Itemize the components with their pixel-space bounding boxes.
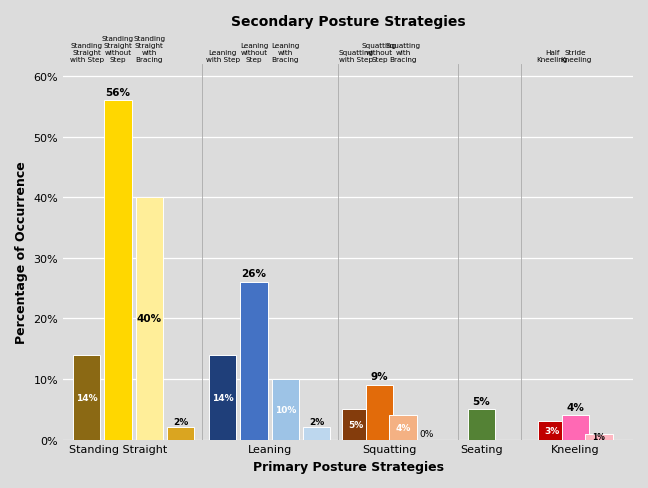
Bar [104,101,132,440]
Text: 10%: 10% [275,405,296,414]
Text: 1%: 1% [592,432,605,441]
Bar [240,283,268,440]
Text: 26%: 26% [242,269,266,279]
Text: 5%: 5% [472,396,491,406]
Text: 9%: 9% [371,372,388,382]
Bar [389,415,417,440]
Y-axis label: Percentage of Occurrence: Percentage of Occurrence [15,161,28,344]
Bar [136,198,163,440]
Text: 4%: 4% [395,423,411,432]
Bar [209,355,237,440]
Text: 14%: 14% [76,393,97,402]
Bar [272,379,299,440]
Bar [562,415,589,440]
Bar [538,422,566,440]
Text: 3%: 3% [544,426,560,435]
X-axis label: Primary Posture Strategies: Primary Posture Strategies [253,460,444,473]
Text: 56%: 56% [106,87,130,98]
Bar [585,434,612,440]
Bar [366,385,393,440]
Bar [73,355,100,440]
Text: 2%: 2% [173,417,189,426]
Text: 0%: 0% [419,429,434,438]
Text: 4%: 4% [566,402,584,412]
Text: 5%: 5% [349,420,364,429]
Text: 14%: 14% [212,393,233,402]
Bar [468,409,495,440]
Bar [167,427,194,440]
Text: 2%: 2% [309,417,325,426]
Bar [342,409,369,440]
Bar [303,427,330,440]
Title: Secondary Posture Strategies: Secondary Posture Strategies [231,15,465,29]
Text: 40%: 40% [137,314,162,324]
